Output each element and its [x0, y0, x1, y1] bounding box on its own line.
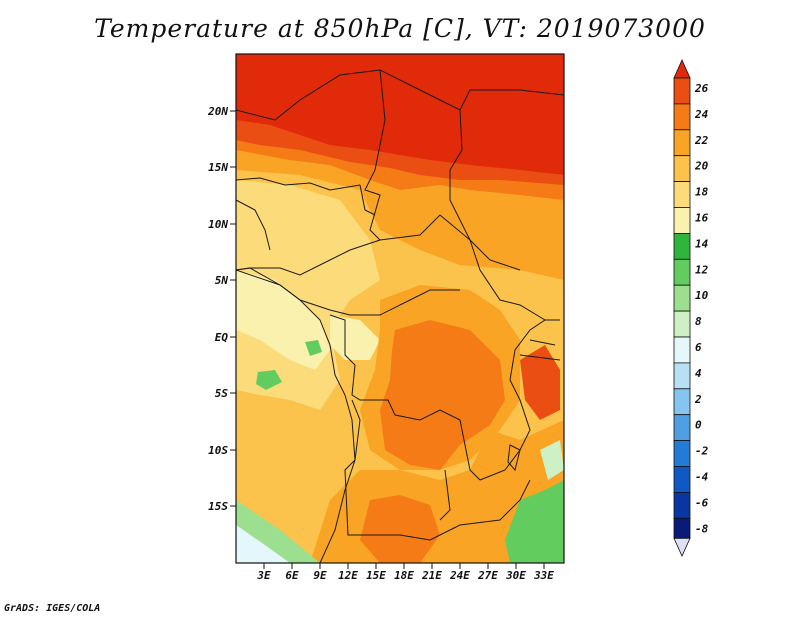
- colorbar-swatch: [673, 388, 691, 416]
- colorbar-swatch: [673, 181, 691, 208]
- lon-label-33e: 33E: [533, 569, 554, 582]
- border-line: [379, 214, 546, 321]
- border-line: [429, 479, 531, 541]
- field-band-22-south: [360, 495, 440, 563]
- colorbar-label: -2: [695, 445, 709, 458]
- border-line: [394, 409, 481, 481]
- lat-label-5s: 5S: [215, 387, 229, 400]
- colorbar-label: 14: [695, 237, 709, 250]
- border-line: [479, 319, 560, 481]
- colorbar-label: 6: [695, 341, 702, 354]
- colorbar-swatch: [673, 77, 691, 105]
- lon-label-24e: 24E: [449, 569, 470, 582]
- lake-outline: [507, 444, 521, 472]
- border-line: [236, 69, 564, 121]
- lon-axis: 3E 6E 9E 12E 15E 18E 21E 24E 27E 30E 33E: [256, 563, 554, 582]
- border-line: [359, 184, 376, 216]
- colorbar-swatch: [673, 440, 691, 467]
- credit-text: GrADS: IGES/COLA: [4, 603, 101, 614]
- border-line: [449, 109, 521, 271]
- lon-label-30e: 30E: [505, 569, 526, 582]
- lon-label-6e: 6E: [285, 569, 299, 582]
- map-title: Temperature at 850hPa [C], VT: 201907300…: [94, 14, 706, 43]
- border-line: [519, 339, 561, 361]
- colorbar-swatch: [673, 336, 691, 364]
- colorbar-swatch: [673, 517, 691, 539]
- colorbar-bottom-arrow: [673, 537, 691, 557]
- lon-label-15e: 15E: [366, 569, 386, 582]
- border-line: [236, 177, 361, 191]
- field-band-ocean-cool: [236, 525, 290, 563]
- colorbar-label: 12: [695, 263, 709, 276]
- colorbar-label: -4: [695, 471, 709, 484]
- colorbar-swatch: [673, 491, 691, 519]
- colorbar-label: 22: [694, 134, 709, 147]
- colorbar-label: 10: [695, 289, 709, 302]
- colorbar-label: 18: [695, 186, 709, 199]
- field-band-14b: [330, 315, 380, 360]
- lat-label-20n: 20N: [207, 105, 228, 118]
- map-frame: [235, 53, 565, 564]
- lat-label-5n: 5N: [215, 274, 229, 287]
- lon-label-3e: 3E: [256, 569, 271, 582]
- lat-axis: 20N 15N 10N 5N EQ 5S 10S 15S: [207, 105, 236, 513]
- border-line: [344, 399, 431, 541]
- colorbar-label: 2: [694, 393, 702, 406]
- border-line: [439, 469, 451, 521]
- colorbar-swatch: [673, 284, 691, 312]
- colorbar-swatch: [673, 310, 691, 338]
- colorbar-swatch: [673, 103, 691, 131]
- colorbar-swatch: [673, 258, 691, 286]
- lat-label-15s: 15S: [208, 500, 228, 513]
- colorbar-labels: 26 24 22 20 18 16 14 12 10 8 6 4 2 0 -2 …: [694, 82, 709, 535]
- lon-label-18e: 18E: [394, 569, 414, 582]
- lon-label-12e: 12E: [338, 569, 358, 582]
- colorbar-swatch: [673, 414, 691, 442]
- colorbar-swatch: [673, 129, 691, 157]
- lon-label-9e: 9E: [313, 569, 327, 582]
- field-band-se-lightgreen: [540, 440, 564, 480]
- colorbar-label: 8: [695, 315, 702, 328]
- lon-label-27e: 27E: [477, 569, 498, 582]
- colorbar-label: -6: [695, 496, 709, 509]
- lat-label-10n: 10N: [208, 218, 228, 231]
- country-borders: [236, 69, 564, 563]
- colorbar-label: 16: [695, 212, 709, 225]
- colorbar-top-arrow: [673, 59, 691, 79]
- border-line: [236, 199, 271, 251]
- colorbar-swatch: [673, 155, 691, 182]
- border-line: [364, 69, 386, 241]
- colorbar-label: -8: [695, 522, 709, 535]
- colorbar-swatch: [673, 207, 691, 234]
- lat-label-eq: EQ: [215, 331, 229, 344]
- colorbar-label: 26: [694, 82, 709, 95]
- coastline: [236, 267, 356, 563]
- lon-label-21e: 21E: [421, 569, 442, 582]
- colorbar-label: 24: [694, 108, 709, 121]
- colorbar-label: 0: [695, 419, 702, 432]
- field-band-22: [380, 320, 505, 470]
- field-band-16: [236, 180, 380, 410]
- field-patch-gabon-2: [305, 340, 322, 356]
- colorbar: [673, 59, 691, 557]
- colorbar-label: 4: [695, 367, 702, 380]
- colorbar-label: 20: [694, 160, 709, 173]
- border-line: [329, 314, 396, 416]
- field-patch-gabon: [256, 370, 282, 390]
- colorbar-swatch: [673, 362, 691, 390]
- colorbar-swatch: [673, 466, 691, 493]
- colorbar-swatch: [673, 232, 691, 260]
- lat-label-15n: 15N: [208, 161, 228, 174]
- temperature-field: [236, 54, 564, 563]
- field-band-24-east: [520, 345, 560, 420]
- lat-label-10s: 10S: [208, 444, 228, 457]
- field-band-26-north: [236, 54, 564, 175]
